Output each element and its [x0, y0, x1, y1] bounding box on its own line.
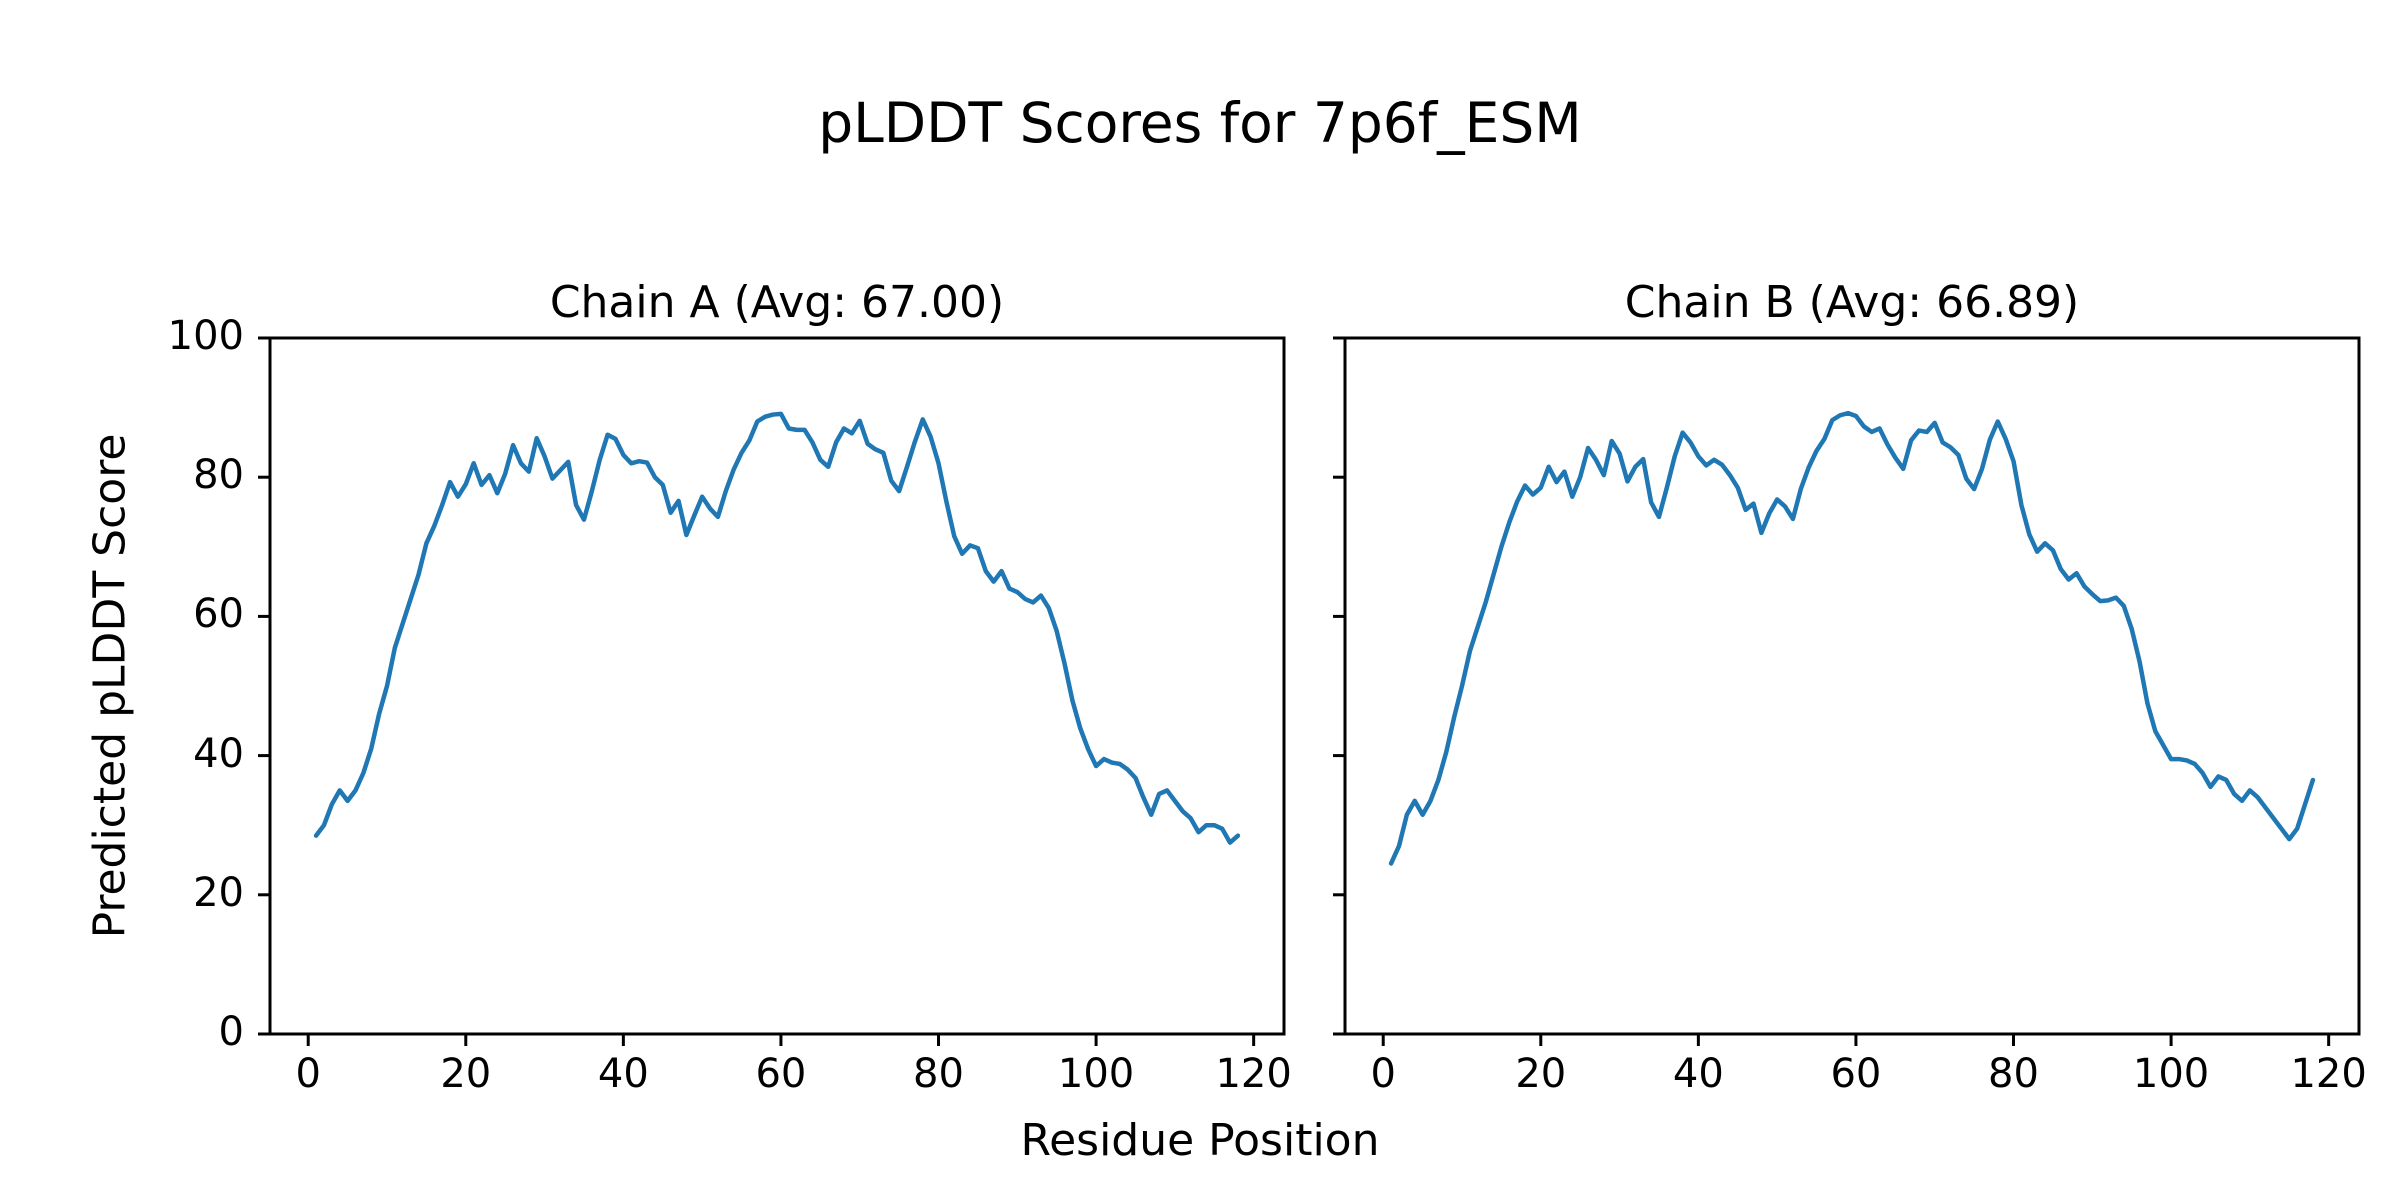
x-tick-label-chain-a-40: 40: [597, 1051, 649, 1097]
plot-frame-chain-b: [1343, 336, 2361, 1036]
x-tick-label-chain-b-0: 0: [1370, 1051, 1396, 1097]
x-tick-label-chain-b-40: 40: [1672, 1051, 1724, 1097]
figure-suptitle: pLDDT Scores for 7p6f_ESM: [818, 91, 1582, 155]
y-tick-label-80: 80: [193, 452, 244, 499]
y-tick-label-20: 20: [193, 869, 244, 916]
plot-frame-chain-a: [268, 336, 1286, 1036]
y-tick-label-100: 100: [167, 313, 244, 359]
x-tick-label-chain-a-120: 120: [1215, 1051, 1292, 1097]
x-tick-label-chain-a-80: 80: [913, 1051, 964, 1097]
subplot-title-chain-b: Chain B (Avg: 66.89): [1624, 277, 2080, 328]
x-tick-label-chain-a-60: 60: [755, 1051, 807, 1097]
x-tick-label-chain-b-120: 120: [2290, 1051, 2367, 1097]
x-tick-label-chain-a-20: 20: [440, 1051, 492, 1097]
y-tick-label-60: 60: [193, 591, 244, 638]
plddt-line-chain-b: [1388, 410, 2316, 866]
x-tick-label-chain-b-100: 100: [2132, 1051, 2210, 1097]
y-tick-label-0: 0: [218, 1009, 244, 1055]
subplot-title-chain-a: Chain A (Avg: 67.00): [549, 277, 1005, 328]
x-tick-label-chain-b-60: 60: [1830, 1051, 1882, 1097]
x-tick-label-chain-a-0: 0: [295, 1051, 321, 1097]
x-tick-label-chain-a-100: 100: [1057, 1051, 1135, 1097]
x-tick-label-chain-b-80: 80: [1988, 1051, 2039, 1097]
x-axis-label: Residue Position: [1020, 1115, 1380, 1166]
plddt-line-chain-a: [313, 411, 1241, 845]
y-tick-label-40: 40: [193, 730, 244, 777]
x-tick-label-chain-b-20: 20: [1515, 1051, 1567, 1097]
